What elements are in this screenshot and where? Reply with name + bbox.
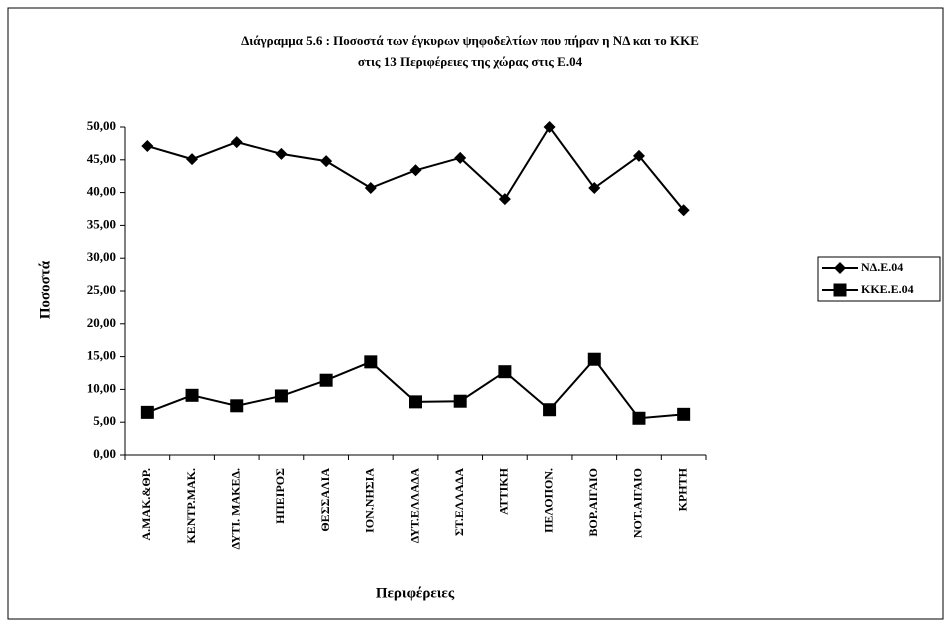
x-tick-label: ΙΟΝ.ΝΗΣΙΑ bbox=[363, 468, 377, 533]
point-marker bbox=[587, 352, 601, 366]
point-marker bbox=[186, 153, 199, 166]
legend-marker bbox=[833, 283, 847, 297]
point-marker bbox=[632, 149, 645, 162]
point-marker bbox=[364, 355, 378, 369]
point-marker bbox=[453, 394, 467, 408]
y-tick-label: 20,00 bbox=[87, 315, 116, 330]
x-tick-label: Α.ΜΑΚ.&ΘΡ. bbox=[139, 468, 153, 541]
x-tick-label: ΗΠΕΙΡΟΣ bbox=[273, 468, 287, 524]
x-tick-label: ΔΥΤΙ. ΜΑΚΕΔ. bbox=[228, 468, 242, 550]
point-marker bbox=[409, 395, 422, 409]
y-tick-label: 30,00 bbox=[87, 249, 116, 264]
y-tick-label: 25,00 bbox=[87, 282, 116, 297]
point-marker bbox=[230, 136, 243, 149]
x-axis-label: Περιφέρειες bbox=[376, 585, 455, 601]
x-tick-label: ΘΕΣΣΑΛΙΑ bbox=[318, 468, 332, 532]
point-marker bbox=[454, 151, 467, 164]
y-axis-label: Ποσοστά bbox=[37, 260, 53, 319]
point-marker bbox=[140, 405, 154, 419]
x-tick-label: ΠΕΛΟΠΟΝ. bbox=[541, 468, 555, 533]
point-marker bbox=[319, 373, 333, 387]
point-marker bbox=[498, 365, 512, 379]
chart-subtitle: στις 13 Περιφέρειες της χώρας στις Ε.04 bbox=[358, 54, 583, 69]
legend-marker bbox=[834, 262, 846, 274]
point-marker bbox=[677, 407, 691, 421]
y-tick-label: 10,00 bbox=[87, 380, 116, 395]
chart-frame bbox=[7, 7, 944, 620]
point-marker bbox=[274, 389, 288, 403]
y-tick-label: 0,00 bbox=[93, 446, 116, 461]
point-marker bbox=[275, 147, 288, 160]
y-tick-label: 45,00 bbox=[87, 151, 116, 166]
point-marker bbox=[364, 182, 377, 195]
x-tick-label: ΝΟΤ.ΑΙΓΑΙΟ bbox=[631, 468, 645, 538]
point-marker bbox=[543, 403, 557, 417]
y-tick-label: 15,00 bbox=[87, 348, 116, 363]
point-marker bbox=[632, 411, 646, 425]
legend-label: ΚΚΕ.Ε.04 bbox=[861, 282, 914, 296]
x-tick-label: ΑΤΤΙΚΗ bbox=[497, 467, 511, 515]
y-tick-label: 5,00 bbox=[93, 413, 116, 428]
point-marker bbox=[141, 140, 154, 153]
point-marker bbox=[677, 204, 690, 217]
point-marker bbox=[230, 399, 244, 413]
y-tick-label: 40,00 bbox=[87, 184, 116, 199]
y-tick-label: 35,00 bbox=[87, 216, 116, 231]
point-marker bbox=[498, 193, 511, 206]
legend-label: ΝΔ.Ε.04 bbox=[861, 260, 903, 274]
x-tick-label: ΚΡΗΤΗ bbox=[675, 467, 689, 511]
point-marker bbox=[543, 121, 556, 133]
point-marker bbox=[588, 182, 601, 195]
point-marker bbox=[320, 155, 333, 168]
x-tick-label: ΚΕΝΤΡ.ΜΑΚ. bbox=[184, 468, 198, 544]
y-tick-label: 50,00 bbox=[87, 118, 116, 133]
x-tick-label: ΒΟΡ.ΑΙΓΑΙΟ bbox=[586, 468, 600, 537]
point-marker bbox=[409, 164, 422, 177]
x-tick-label: ΣΤ.ΕΛΛΑΔΑ bbox=[452, 468, 466, 536]
x-tick-label: ΔΥΤ.ΕΛΛΑΔΑ bbox=[407, 468, 421, 544]
point-marker bbox=[185, 388, 199, 402]
chart-title: Διάγραμμα 5.6 : Ποσοστά των έγκυρων ψηφο… bbox=[241, 33, 699, 48]
